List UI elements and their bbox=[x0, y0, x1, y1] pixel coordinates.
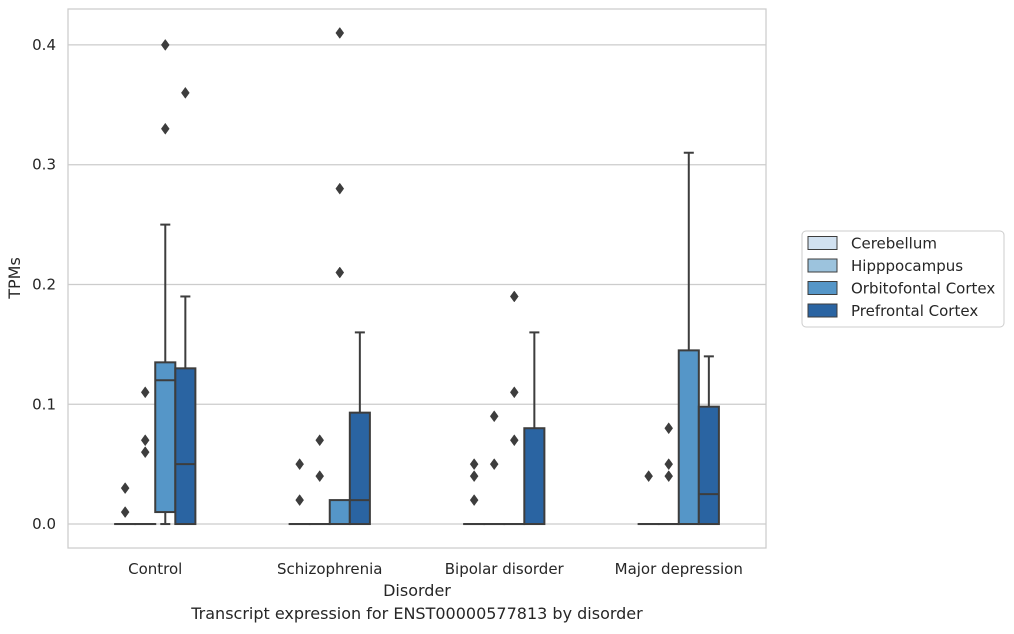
box-iqr bbox=[677, 349, 700, 526]
box-cerebellum bbox=[114, 482, 137, 526]
outlier-point bbox=[335, 27, 345, 39]
x-tick-label: Control bbox=[128, 560, 182, 578]
box-prefrontal-cortex bbox=[523, 331, 546, 526]
outlier-point bbox=[664, 470, 674, 483]
box-prefrontal-cortex bbox=[697, 355, 720, 526]
box-hipppocampus bbox=[483, 410, 506, 526]
legend-swatch bbox=[807, 258, 838, 273]
outlier-point bbox=[295, 494, 304, 507]
outlier-point bbox=[664, 458, 674, 471]
box-cerebellum bbox=[288, 458, 311, 526]
y-axis-label: TPMs bbox=[5, 257, 24, 300]
outlier-point bbox=[160, 122, 170, 135]
y-tick-label: 0.1 bbox=[32, 395, 56, 413]
box-cerebellum bbox=[637, 470, 660, 526]
legend-label: Prefrontal Cortex bbox=[851, 302, 978, 320]
y-axis-ticks: 0.0 0.1 0.2 0.3 0.4 bbox=[32, 36, 56, 533]
box-hipppocampus bbox=[308, 434, 331, 526]
box-orbitofontal-cortex bbox=[154, 39, 177, 526]
box-hipppocampus bbox=[134, 386, 157, 526]
legend-frame bbox=[801, 230, 1005, 328]
box-orbitofontal-cortex bbox=[503, 290, 526, 526]
outlier-point bbox=[509, 434, 519, 447]
outlier-point bbox=[160, 39, 170, 51]
box-orbitofontal-cortex bbox=[677, 151, 700, 526]
box-iqr bbox=[154, 361, 177, 514]
box-iqr bbox=[328, 499, 351, 526]
box-hipppocampus bbox=[657, 422, 680, 526]
x-axis-label: Disorder bbox=[383, 581, 451, 600]
outlier-point bbox=[315, 470, 325, 483]
outlier-point bbox=[120, 482, 130, 495]
box-cerebellum bbox=[463, 458, 486, 526]
box-iqr bbox=[523, 427, 546, 526]
outlier-point bbox=[335, 266, 345, 279]
box-prefrontal-cortex bbox=[348, 331, 371, 526]
outlier-point bbox=[295, 458, 304, 471]
outlier-point bbox=[335, 182, 345, 195]
box-iqr bbox=[174, 367, 197, 526]
outlier-point bbox=[140, 446, 150, 459]
legend-swatch bbox=[807, 236, 838, 250]
y-tick-label: 0.4 bbox=[32, 36, 56, 54]
outlier-point bbox=[489, 410, 499, 423]
x-tick-label: Bipolar disorder bbox=[445, 560, 565, 578]
outlier-point bbox=[469, 494, 479, 507]
legend-label: Cerebellum bbox=[851, 235, 937, 253]
y-tick-label: 0.2 bbox=[32, 275, 56, 293]
outlier-point bbox=[120, 506, 130, 518]
x-tick-label: Major depression bbox=[615, 560, 743, 578]
box-orbitofontal-cortex bbox=[328, 27, 351, 526]
legend-label: Hipppocampus bbox=[851, 257, 963, 275]
box-iqr bbox=[348, 411, 371, 526]
outlier-point bbox=[489, 458, 499, 471]
outlier-point bbox=[664, 422, 674, 435]
chart-caption: Transcript expression for ENST0000057781… bbox=[191, 604, 643, 623]
outlier-point bbox=[509, 290, 519, 303]
x-tick-label: Schizophrenia bbox=[277, 560, 382, 578]
legend-label: Orbitofontal Cortex bbox=[851, 280, 995, 298]
legend-swatch bbox=[807, 303, 838, 318]
outlier-point bbox=[140, 434, 150, 447]
x-axis-ticks: Control Schizophrenia Bipolar disorder Majo… bbox=[128, 560, 743, 578]
box-iqr bbox=[697, 405, 720, 526]
outlier-point bbox=[469, 458, 479, 471]
outlier-point bbox=[181, 86, 190, 99]
plot-frame bbox=[67, 8, 767, 549]
y-tick-label: 0.0 bbox=[32, 515, 56, 533]
legend: Cerebellum Hipppocampus Orbitofontal Corte… bbox=[801, 230, 1005, 328]
box-prefrontal-cortex bbox=[174, 86, 197, 526]
outlier-point bbox=[509, 386, 519, 399]
outlier-point bbox=[644, 470, 653, 483]
outlier-point bbox=[469, 470, 479, 483]
outlier-point bbox=[140, 386, 150, 399]
legend-swatch bbox=[807, 281, 838, 295]
outlier-point bbox=[315, 434, 325, 447]
y-tick-label: 0.3 bbox=[32, 156, 56, 174]
box-series bbox=[114, 27, 720, 526]
